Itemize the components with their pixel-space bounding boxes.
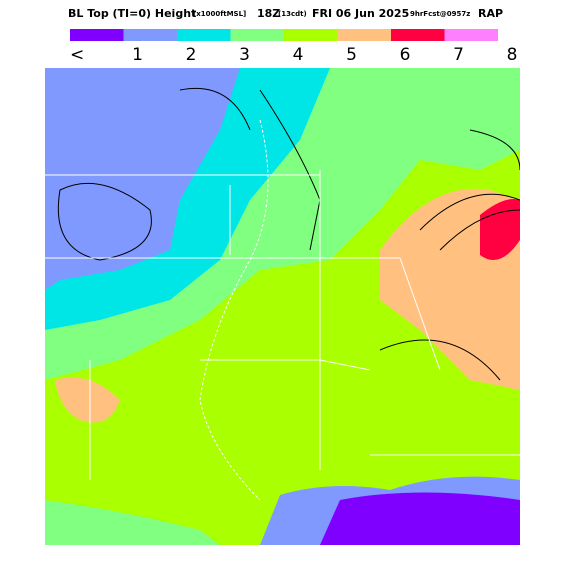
model: RAP — [478, 7, 503, 20]
map — [45, 68, 520, 545]
legend-swatch — [230, 29, 284, 41]
legend-label: 1 — [132, 45, 143, 65]
forecast: 9hrFcst@0957z — [410, 10, 470, 18]
legend-label: < — [70, 45, 84, 65]
color-legend: <1 2 3 4 5 6 7 8 — [70, 29, 517, 65]
legend-swatch — [337, 29, 391, 41]
title: BL Top (TI=0) Height — [68, 7, 196, 20]
date: FRI 06 Jun 2025 — [312, 7, 409, 20]
legend-label: 8 — [507, 45, 518, 65]
legend-label: 3 — [239, 45, 250, 65]
legend-swatch — [123, 29, 177, 41]
legend-swatch — [444, 29, 498, 41]
legend-swatch — [70, 29, 124, 41]
legend-label: 2 — [186, 45, 197, 65]
legend-swatch — [391, 29, 445, 41]
legend-label: 7 — [453, 45, 464, 65]
legend-label: 5 — [346, 45, 357, 65]
legend-label: 6 — [400, 45, 411, 65]
legend-swatch — [284, 29, 338, 41]
units: [x1000ftMSL] — [193, 10, 246, 18]
legend-label: 4 — [293, 45, 304, 65]
local-time: (13cdt) — [278, 10, 307, 18]
legend-swatch — [177, 29, 231, 41]
valid-time: 18Z — [257, 7, 280, 20]
